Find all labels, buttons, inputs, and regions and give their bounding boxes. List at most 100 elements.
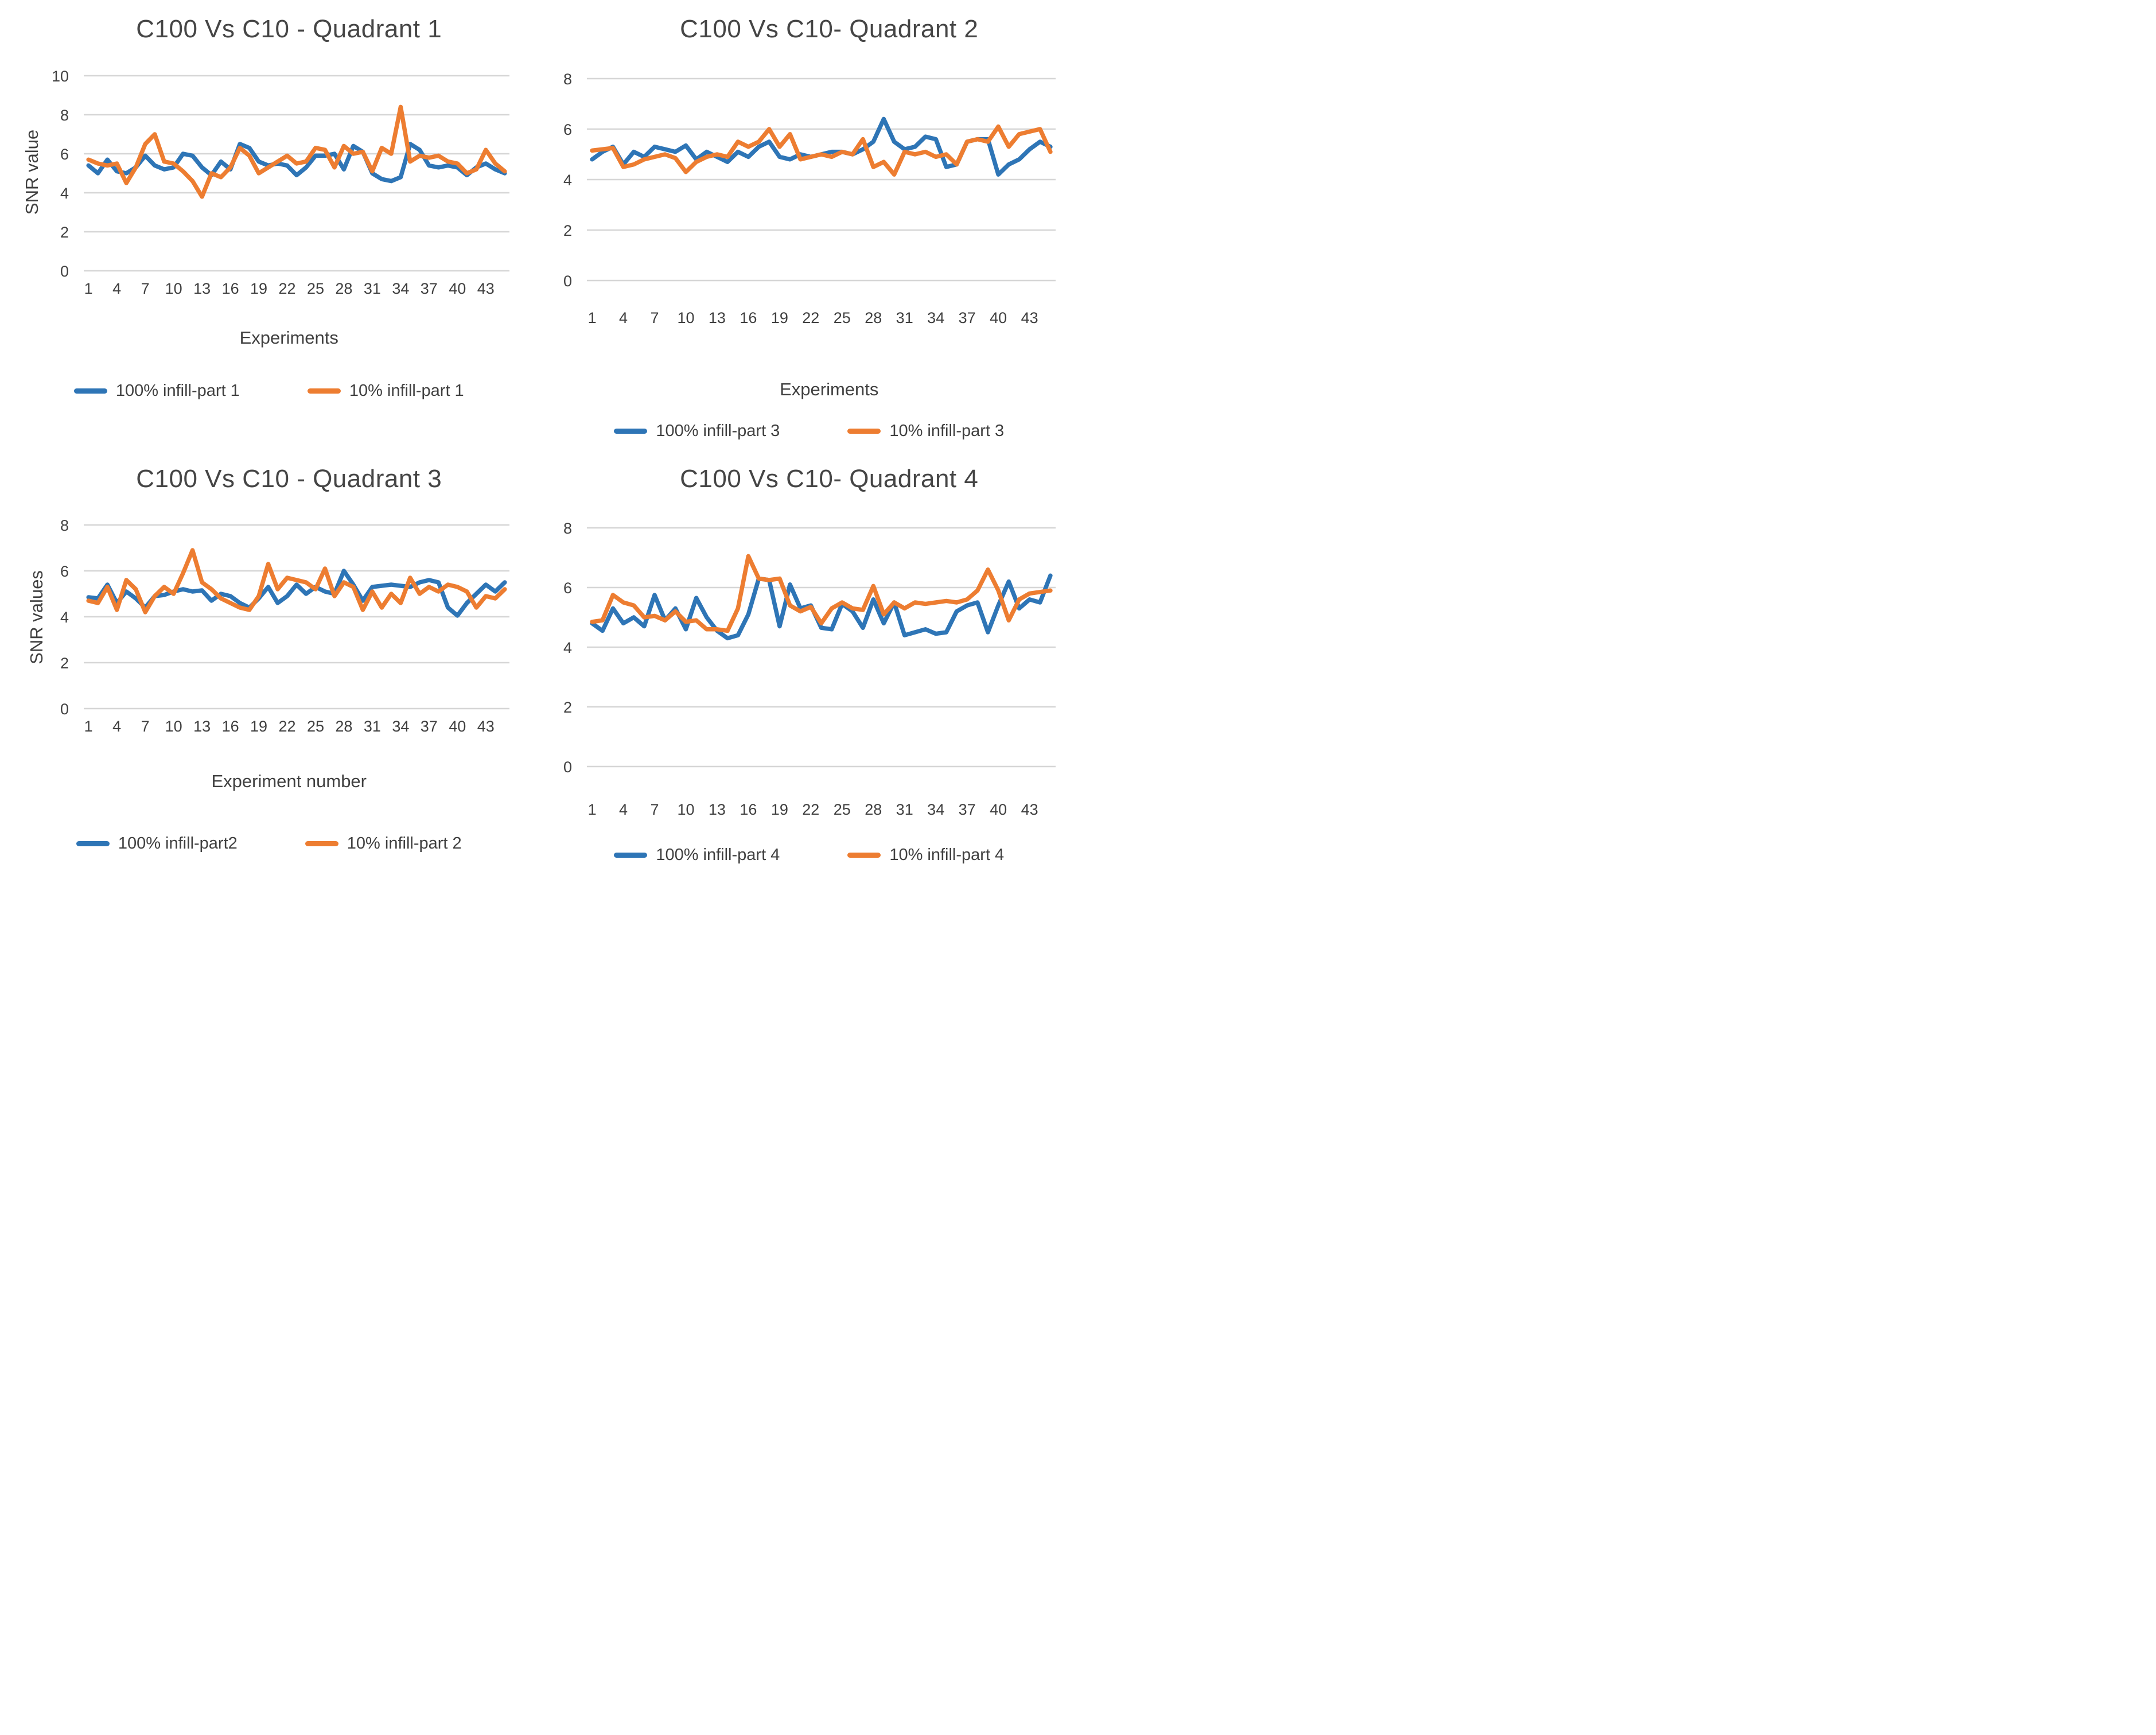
svg-text:43: 43: [1021, 801, 1038, 818]
svg-text:2: 2: [60, 224, 69, 241]
legend-label: 100% infill-part 3: [656, 421, 780, 440]
svg-text:40: 40: [990, 801, 1007, 818]
svg-text:0: 0: [60, 701, 69, 718]
svg-text:19: 19: [250, 718, 267, 735]
svg-text:25: 25: [307, 718, 324, 735]
line-chart-quadrant-4: 0 2 4 6 8 1 4 7 10 13 16 19 22 25 28 31 34 37 40 43: [563, 520, 1056, 818]
legend-item: 10% infill-part 1: [307, 381, 464, 400]
svg-text:2: 2: [60, 655, 69, 672]
svg-text:37: 37: [958, 309, 975, 326]
svg-text:40: 40: [990, 309, 1007, 326]
svg-text:34: 34: [392, 718, 409, 735]
legend-item: 100% infill-part 1: [73, 381, 240, 400]
svg-text:0: 0: [60, 263, 69, 280]
svg-text:43: 43: [1021, 309, 1038, 326]
svg-text:28: 28: [865, 801, 882, 818]
svg-text:6: 6: [60, 146, 69, 163]
svg-text:13: 13: [708, 801, 725, 818]
svg-text:43: 43: [477, 718, 495, 735]
svg-text:22: 22: [278, 280, 295, 297]
svg-text:31: 31: [896, 801, 913, 818]
figure-four-quadrant-snr-charts: C100 Vs C10 - Quadrant 1 SNR value 0 2 4 6 8…: [0, 0, 1078, 870]
svg-text:31: 31: [364, 280, 381, 297]
svg-text:10: 10: [677, 309, 694, 326]
svg-text:4: 4: [563, 172, 571, 189]
svg-text:2: 2: [563, 699, 571, 716]
svg-text:10: 10: [165, 280, 182, 297]
legend-line-marker-orange: [305, 841, 338, 847]
svg-text:1: 1: [84, 280, 93, 297]
svg-text:4: 4: [60, 185, 69, 202]
svg-text:8: 8: [563, 71, 571, 88]
svg-text:28: 28: [335, 718, 352, 735]
plot-area-quadrant-1: SNR value 0 2 4 6 8 10 1 4 7 10 13 16 19 22 25 28 31 34 37…: [15, 61, 523, 313]
plot-area-quadrant-4: 0 2 4 6 8 1 4 7 10 13 16 19 22 25 28 31 34 37 40 43: [555, 511, 1064, 835]
svg-text:22: 22: [802, 801, 819, 818]
legend-line-marker-blue: [614, 428, 648, 434]
chart-panel-quadrant-1: C100 Vs C10 - Quadrant 1 SNR value 0 2 4 6 8…: [15, 10, 523, 441]
y-axis-title: SNR values: [26, 570, 46, 665]
legend-line-marker-orange: [847, 428, 881, 434]
chart-grid: C100 Vs C10 - Quadrant 1 SNR value 0 2 4 6 8…: [15, 10, 1063, 865]
legend-quadrant-2: 100% infill-part 3 10% infill-part 3: [555, 422, 1064, 441]
svg-text:4: 4: [563, 639, 571, 656]
svg-text:37: 37: [958, 801, 975, 818]
svg-text:28: 28: [865, 309, 882, 326]
x-axis-title: Experiments: [780, 379, 879, 399]
svg-text:8: 8: [60, 107, 69, 124]
legend-quadrant-3: 100% infill-part2 10% infill-part 2: [15, 834, 523, 853]
line-chart-quadrant-3: 0 2 4 6 8 1 4 7 10 13 16 19 22 25 28 31 34 37 40 43: [60, 517, 509, 735]
y-axis-title: SNR value: [22, 129, 42, 215]
svg-text:10: 10: [165, 718, 182, 735]
svg-text:16: 16: [222, 718, 239, 735]
svg-text:40: 40: [449, 280, 466, 297]
line-chart-quadrant-2: 0 2 4 6 8 1 4 7 10 13 16 19 22 25 28 31 34 37 40 43: [563, 71, 1056, 326]
svg-text:43: 43: [477, 280, 495, 297]
chart-title-quadrant-1: C100 Vs C10 - Quadrant 1: [136, 15, 442, 43]
svg-text:6: 6: [563, 121, 571, 138]
x-axis-title: Experiments: [239, 327, 338, 348]
svg-text:2: 2: [563, 222, 571, 239]
svg-text:37: 37: [421, 718, 438, 735]
svg-text:8: 8: [60, 517, 69, 534]
svg-text:6: 6: [563, 579, 571, 597]
plot-area-quadrant-2: 0 2 4 6 8 1 4 7 10 13 16 19 22 25 28 31 34 37 40 43: [555, 61, 1064, 344]
svg-text:34: 34: [927, 801, 944, 818]
svg-text:37: 37: [421, 280, 438, 297]
plot-area-quadrant-3: SNR values 0 2 4 6 8 1 4 7 10 13 16 19 22 25 28 31 34 37 4…: [15, 511, 523, 752]
svg-text:28: 28: [335, 280, 352, 297]
legend-line-marker-blue: [614, 853, 648, 858]
svg-text:31: 31: [364, 718, 381, 735]
svg-text:4: 4: [60, 609, 69, 626]
legend-label: 100% infill-part2: [118, 834, 238, 853]
svg-text:25: 25: [833, 309, 850, 326]
svg-text:22: 22: [802, 309, 819, 326]
svg-text:19: 19: [770, 309, 788, 326]
svg-text:4: 4: [112, 280, 121, 297]
svg-text:19: 19: [770, 801, 788, 818]
svg-text:25: 25: [307, 280, 324, 297]
svg-text:10: 10: [52, 68, 69, 85]
svg-text:1: 1: [84, 718, 93, 735]
legend-quadrant-1: 100% infill-part 1 10% infill-part 1: [15, 382, 523, 400]
chart-panel-quadrant-3: C100 Vs C10 - Quadrant 3 SNR values 0 2 4 6…: [15, 460, 523, 865]
legend-label: 10% infill-part 1: [349, 381, 464, 400]
svg-text:16: 16: [740, 309, 757, 326]
legend-item: 100% infill-part2: [76, 834, 238, 853]
svg-text:31: 31: [896, 309, 913, 326]
svg-text:1: 1: [587, 801, 596, 818]
svg-text:34: 34: [392, 280, 409, 297]
legend-item: 100% infill-part 4: [614, 846, 780, 865]
svg-text:13: 13: [708, 309, 725, 326]
svg-text:7: 7: [650, 801, 659, 818]
svg-text:34: 34: [927, 309, 944, 326]
svg-text:22: 22: [278, 718, 295, 735]
legend-label: 100% infill-part 1: [115, 381, 240, 400]
chart-title-quadrant-2: C100 Vs C10- Quadrant 2: [680, 15, 979, 43]
svg-text:4: 4: [618, 309, 627, 326]
svg-text:7: 7: [141, 280, 150, 297]
svg-text:7: 7: [650, 309, 659, 326]
legend-label: 100% infill-part 4: [656, 846, 780, 865]
legend-line-marker-orange: [847, 853, 881, 858]
chart-title-quadrant-3: C100 Vs C10 - Quadrant 3: [136, 464, 442, 493]
